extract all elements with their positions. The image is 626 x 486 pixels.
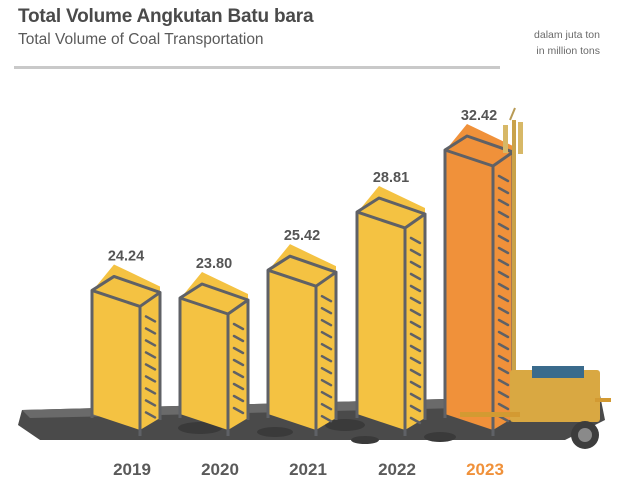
value-label: 23.80 [196, 256, 232, 272]
chart-title: Total Volume Angkutan Batu bara [18, 6, 314, 27]
header-divider [14, 66, 500, 69]
bar-2019: 24.24 [90, 248, 162, 436]
unit-label-en: in million tons [536, 45, 600, 57]
year-label-2023: 2023 [466, 460, 504, 479]
bar-2021: 25.42 [266, 228, 338, 436]
bars-group: 24.24 23.80 25.42 28.81 32.42 [90, 108, 515, 436]
year-label-2022: 2022 [378, 460, 416, 479]
mobile-trailer-illustration [460, 107, 611, 449]
year-label-2020: 2020 [201, 460, 239, 479]
year-labels: 2019 2020 2021 2022 2023 [113, 460, 504, 479]
value-label: 25.42 [284, 228, 320, 244]
bar-2020: 23.80 [178, 256, 250, 436]
value-label: 24.24 [108, 248, 144, 264]
value-label: 32.42 [461, 108, 497, 124]
bar-2022: 28.81 [355, 170, 427, 436]
bar-2023: 32.42 [443, 108, 515, 436]
year-label-2021: 2021 [289, 460, 327, 479]
value-label: 28.81 [373, 170, 409, 186]
year-label-2019: 2019 [113, 460, 151, 479]
unit-label-id: dalam juta ton [534, 29, 600, 41]
unit-label: dalam juta ton in million tons [534, 27, 600, 59]
chart-subtitle: Total Volume of Coal Transportation [18, 31, 264, 48]
